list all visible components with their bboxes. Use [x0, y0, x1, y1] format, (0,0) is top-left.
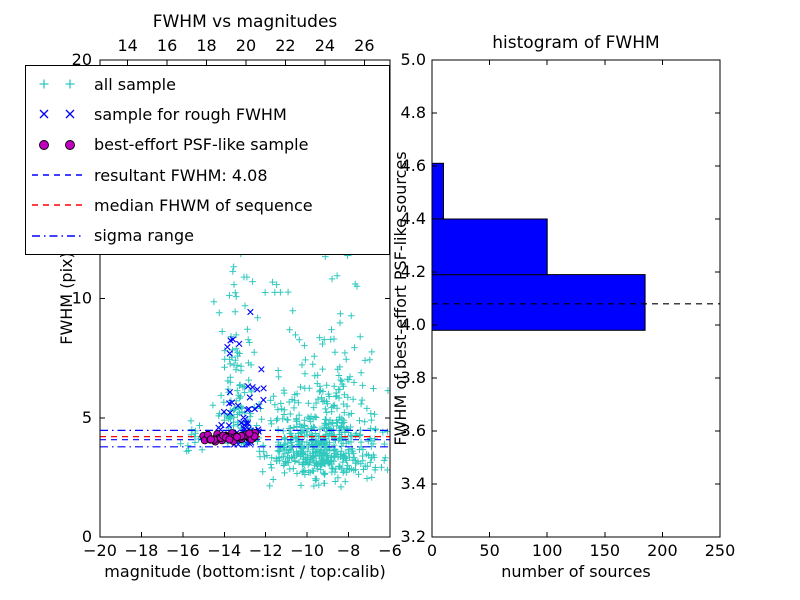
x-tick-label: −12: [249, 541, 283, 560]
legend-label: sample for rough FWHM: [94, 104, 287, 124]
legend-plus-marker-icon: [39, 79, 75, 89]
y-tick-label: 5.0: [401, 50, 426, 69]
x-tick-label: −10: [290, 541, 324, 560]
y-tick-label: 20: [72, 50, 92, 69]
y-tick-label: 0: [82, 527, 92, 546]
left-plot-title: FWHM vs magnitudes: [152, 12, 338, 32]
top-tick-label: 26: [354, 36, 374, 55]
legend-item-all-sample: all sample: [26, 70, 389, 99]
legend-label: sigma range: [94, 226, 194, 246]
legend-x-marker-icon: [39, 110, 75, 119]
x-tick-label: 150: [590, 541, 621, 560]
x-tick-label: −8: [337, 541, 361, 560]
y-tick-label: 3.6: [401, 421, 426, 440]
y-tick-label: 3.4: [401, 474, 426, 493]
y-tick-label: 4.4: [401, 209, 426, 228]
y-tick-label: 4.8: [401, 103, 426, 122]
x-tick-label: 0: [427, 541, 437, 560]
legend-label: resultant FWHM: 4.08: [94, 165, 268, 185]
x-tick-label: −6: [378, 541, 402, 560]
legend-item-sample-for-rough-fwhm: sample for rough FWHM: [26, 100, 389, 129]
top-tick-label: 14: [117, 36, 137, 55]
x-tick-label: −14: [207, 541, 241, 560]
legend-label: median FHWM of sequence: [94, 195, 313, 215]
top-tick-label: 18: [196, 36, 216, 55]
right-axes-frame: [431, 59, 721, 538]
hist-bar: [431, 274, 646, 331]
legend-dashed-line-swatch: [32, 204, 84, 207]
x-tick-label: 100: [532, 541, 563, 560]
x-tick-label: −20: [83, 541, 117, 560]
y-tick-label: 5: [82, 408, 92, 427]
legend-label: best-effort PSF-like sample: [94, 135, 309, 155]
x-tick-label: −16: [166, 541, 200, 560]
legend-item-resultant-fwhm-4-08: resultant FWHM: 4.08: [26, 161, 389, 190]
hist-bar: [431, 218, 548, 276]
legend-dashdot-line-swatch: [32, 234, 84, 237]
right-plot: 0 50 100 150 200 250 3.2 3.4 3.6 3.8 4.0 4.2 4.4 4.6 4…: [401, 50, 736, 560]
y-tick-label: 3.8: [401, 368, 426, 387]
left-plot: −20−18−16−14−12−10−8−6051015201416182022…: [72, 36, 402, 560]
x-tick-label: −18: [125, 541, 159, 560]
legend-item-median-fhwm-of-sequence: median FHWM of sequence: [26, 191, 389, 220]
y-tick-label: 3.2: [401, 527, 426, 546]
legend-dashed-line-swatch: [32, 174, 84, 176]
top-tick-label: 22: [275, 36, 295, 55]
left-plot-xlabel: magnitude (bottom:isnt / top:calib): [104, 562, 386, 581]
x-tick-label: 50: [479, 541, 499, 560]
legend-item-best-effort-psf-like-sample: best-effort PSF-like sample: [26, 130, 389, 159]
right-plot-title: histogram of FWHM: [492, 33, 660, 53]
hist-bar: [431, 162, 444, 220]
top-tick-label: 16: [157, 36, 177, 55]
x-tick-label: 200: [647, 541, 678, 560]
y-tick-label: 10: [72, 289, 92, 308]
y-tick-label: 4.0: [401, 315, 426, 334]
y-tick-label: 4.2: [401, 262, 426, 281]
legend-item-sigma-range: sigma range: [26, 221, 389, 250]
legend: all sample sample for rough FWHM best-effo…: [25, 65, 390, 255]
right-plot-ylabel: FWHM of best-effort PSF-like sources: [391, 151, 410, 446]
x-tick-label: 250: [705, 541, 736, 560]
top-tick-label: 20: [236, 36, 256, 55]
psf-sample-layer: [199, 428, 260, 446]
legend-circle-marker-icon: [39, 139, 75, 150]
legend-label: all sample: [94, 74, 176, 94]
y-tick-label: 4.6: [401, 156, 426, 175]
top-tick-label: 24: [315, 36, 335, 55]
right-plot-xlabel: number of sources: [501, 562, 651, 581]
